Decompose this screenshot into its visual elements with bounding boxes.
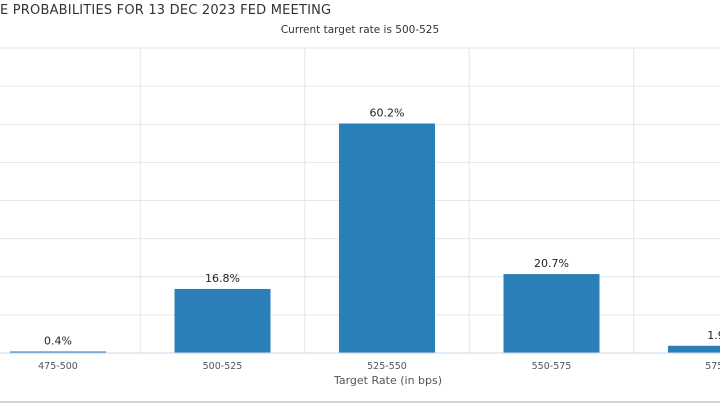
x-tick-label: 475-500 bbox=[38, 361, 78, 372]
x-axis-title: Target Rate (in bps) bbox=[333, 374, 442, 387]
gridlines bbox=[0, 47, 720, 353]
panel-bottom-border bbox=[0, 401, 720, 403]
data-label: 20.7% bbox=[534, 257, 569, 270]
data-label: 60.2% bbox=[370, 106, 405, 119]
bar-475-500[interactable] bbox=[10, 351, 106, 353]
x-tick-labels: 475-500 500-525 525-550 550-575 575- bbox=[38, 361, 720, 372]
bar-525-550[interactable] bbox=[339, 123, 435, 353]
bar-500-525[interactable] bbox=[174, 288, 271, 353]
bar-550-575[interactable] bbox=[503, 274, 600, 353]
x-tick-label: 550-575 bbox=[532, 361, 572, 372]
x-tick-label: 575- bbox=[705, 361, 720, 372]
x-tick-label: 525-550 bbox=[367, 361, 407, 372]
bar-575-[interactable] bbox=[668, 345, 720, 353]
bars bbox=[10, 123, 720, 353]
data-label: 0.4% bbox=[44, 334, 72, 347]
x-tick-label: 500-525 bbox=[203, 361, 243, 372]
data-labels: 0.4% 16.8% 60.2% 20.7% 1.9 bbox=[44, 106, 720, 347]
chart-title: E PROBABILITIES FOR 13 DEC 2023 FED MEET… bbox=[0, 3, 332, 18]
chart-subtitle: Current target rate is 500-525 bbox=[280, 24, 440, 36]
data-label: 16.8% bbox=[205, 272, 240, 285]
data-label: 1.9 bbox=[707, 329, 720, 342]
